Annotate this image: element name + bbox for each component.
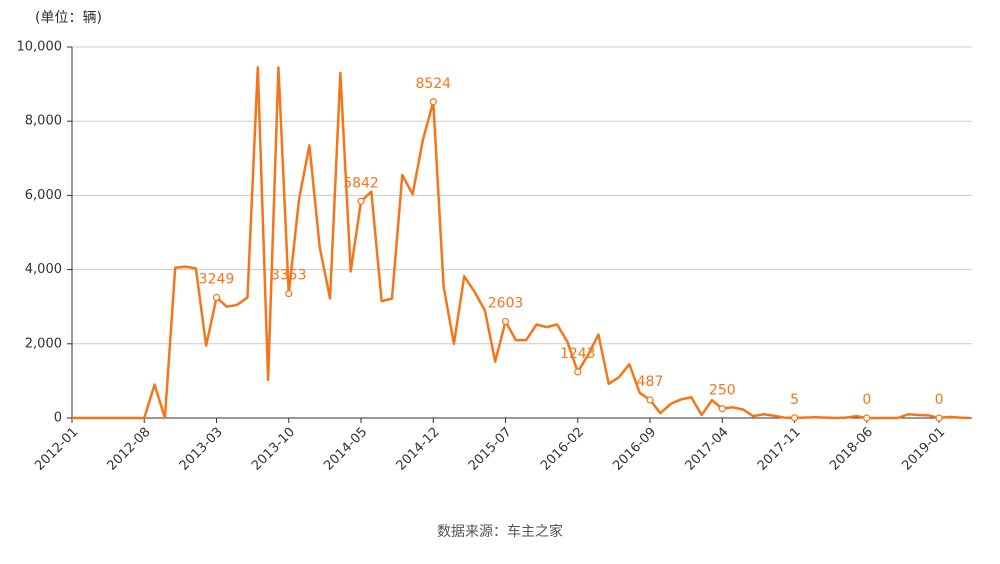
data-point <box>646 396 654 404</box>
data-point <box>574 368 582 376</box>
y-tick-label: 10,000 <box>17 40 63 55</box>
data-label: 5842 <box>343 175 379 191</box>
y-tick-label: 6,000 <box>25 188 62 203</box>
data-point <box>357 197 365 205</box>
x-tick-label: 2012-01 <box>32 425 81 474</box>
data-label: 2603 <box>488 295 524 311</box>
data-point <box>501 317 510 326</box>
y-tick-label: 4,000 <box>25 262 62 277</box>
data-label: 5 <box>790 392 799 408</box>
data-label: 250 <box>709 383 736 399</box>
x-tick-label: 2016-09 <box>610 425 659 474</box>
data-point <box>212 293 221 302</box>
y-tick-label: 0 <box>54 411 62 426</box>
x-tick-label: 2014-05 <box>321 425 370 474</box>
x-tick-label: 2014-12 <box>394 425 443 474</box>
data-label: 487 <box>637 374 664 390</box>
data-label: 0 <box>862 392 871 408</box>
data-point <box>285 290 293 298</box>
data-point <box>863 414 871 422</box>
data-label: 8524 <box>415 76 451 92</box>
data-point <box>790 414 799 422</box>
x-tick-label: 2015-07 <box>466 425 515 474</box>
x-tick-label: 2013-03 <box>177 425 226 474</box>
data-label: 0 <box>935 392 944 408</box>
data-label: 1243 <box>560 346 596 362</box>
x-tick-label: 2013-10 <box>249 425 298 474</box>
data-label: 3353 <box>271 268 307 284</box>
y-unit-label: (单位：辆) <box>35 10 102 26</box>
y-tick-label: 8,000 <box>25 114 62 129</box>
data-point <box>718 405 726 413</box>
x-tick-label: 2017-11 <box>755 425 804 474</box>
y-tick-label: 2,000 <box>25 336 62 351</box>
x-tick-label: 2012-08 <box>105 425 154 474</box>
data-label: 3249 <box>199 271 235 287</box>
x-tick-label: 2016-02 <box>538 425 587 474</box>
x-tick-label: 2019-01 <box>899 425 948 474</box>
data-line <box>72 66 971 420</box>
x-tick-label: 2018-06 <box>827 425 876 474</box>
data-point <box>429 98 437 106</box>
data-point <box>935 414 943 422</box>
x-tick-label: 2017-04 <box>683 425 732 474</box>
source-note: 数据来源：车主之家 <box>437 523 563 540</box>
